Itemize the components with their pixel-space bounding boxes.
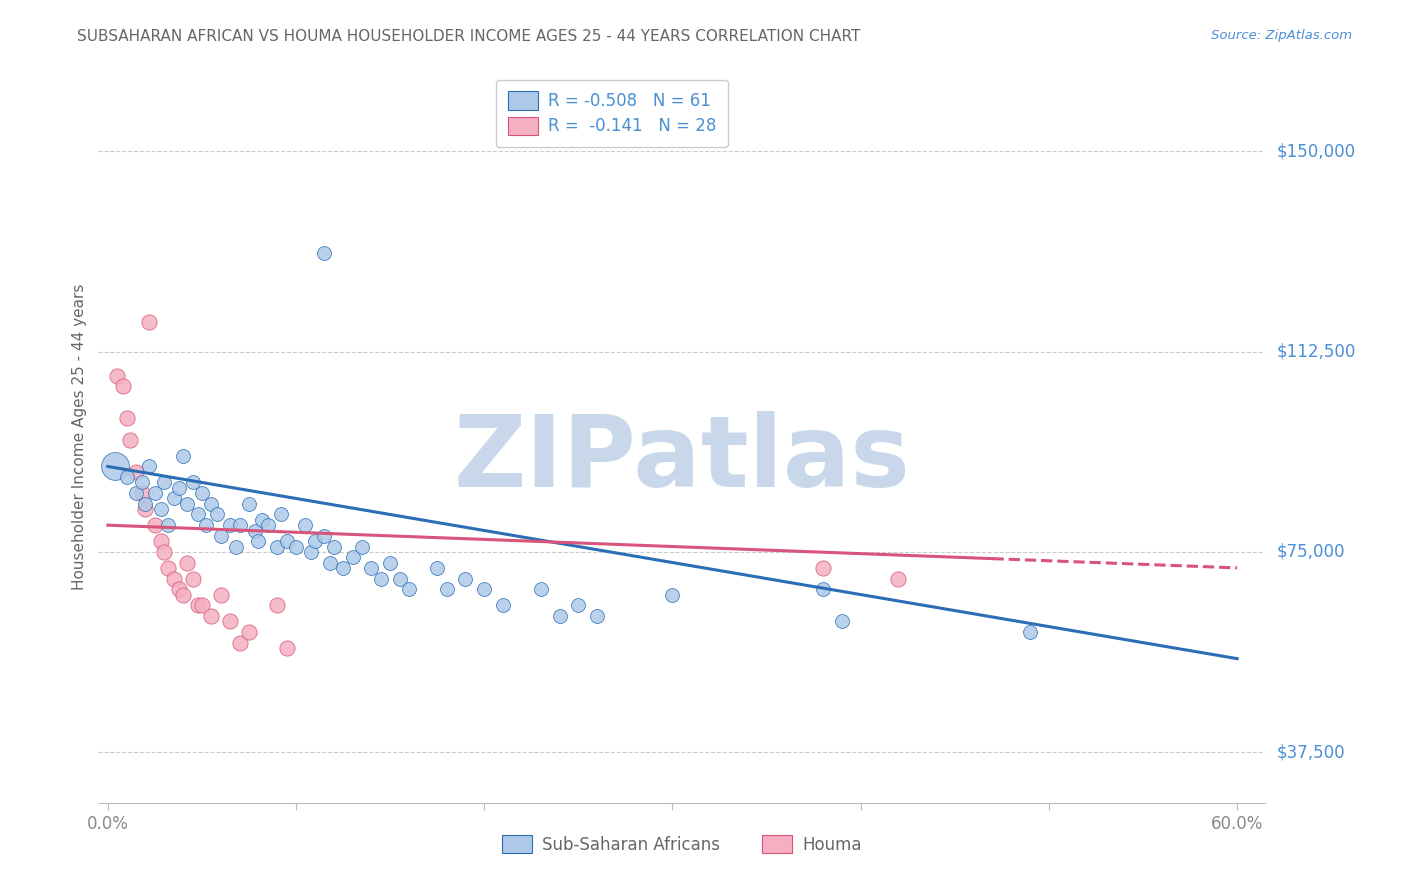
Point — [887, 572, 910, 586]
Point — [454, 572, 477, 586]
Point — [1019, 624, 1042, 639]
Point — [350, 540, 373, 554]
Point — [811, 582, 834, 597]
Point — [157, 561, 180, 575]
Point — [319, 556, 342, 570]
Point — [209, 529, 232, 543]
Point — [138, 459, 160, 474]
Point — [530, 582, 553, 597]
Point — [181, 475, 204, 490]
Point — [149, 534, 172, 549]
Point — [115, 411, 138, 425]
Point — [149, 502, 172, 516]
Point — [172, 449, 194, 463]
Point — [548, 609, 571, 624]
Point — [304, 534, 326, 549]
Point — [370, 572, 392, 586]
Point — [472, 582, 495, 597]
Point — [187, 599, 209, 613]
Point — [134, 502, 156, 516]
Point — [209, 588, 232, 602]
Point — [157, 518, 180, 533]
Point — [285, 540, 308, 554]
Point — [131, 475, 153, 490]
Point — [191, 486, 214, 500]
Point — [322, 540, 344, 554]
Point — [187, 508, 209, 522]
Point — [228, 635, 250, 649]
Point — [163, 572, 186, 586]
Point — [172, 588, 194, 602]
Text: $112,500: $112,500 — [1277, 343, 1355, 360]
Legend: Sub-Saharan Africans, Houma: Sub-Saharan Africans, Houma — [496, 829, 868, 860]
Point — [134, 497, 156, 511]
Point — [153, 475, 176, 490]
Point — [138, 315, 160, 329]
Point — [238, 624, 260, 639]
Point — [120, 433, 142, 447]
Point — [191, 599, 214, 613]
Point — [225, 540, 247, 554]
Point — [567, 599, 589, 613]
Point — [436, 582, 458, 597]
Point — [105, 368, 128, 383]
Point — [111, 379, 134, 393]
Point — [811, 561, 834, 575]
Text: ZIPatlas: ZIPatlas — [454, 410, 910, 508]
Point — [163, 491, 186, 506]
Point — [125, 486, 148, 500]
Point — [388, 572, 411, 586]
Point — [247, 534, 270, 549]
Point — [153, 545, 176, 559]
Point — [176, 556, 198, 570]
Point — [380, 556, 402, 570]
Point — [360, 561, 382, 575]
Text: $37,500: $37,500 — [1277, 743, 1346, 761]
Text: $150,000: $150,000 — [1277, 143, 1355, 161]
Point — [294, 518, 316, 533]
Point — [314, 246, 336, 260]
Point — [243, 524, 266, 538]
Point — [143, 518, 166, 533]
Point — [205, 508, 228, 522]
Point — [104, 459, 127, 474]
Point — [426, 561, 449, 575]
Point — [143, 486, 166, 500]
Text: Source: ZipAtlas.com: Source: ZipAtlas.com — [1212, 29, 1353, 42]
Point — [266, 540, 288, 554]
Point — [276, 534, 298, 549]
Point — [219, 614, 242, 628]
Point — [332, 561, 354, 575]
Point — [314, 529, 336, 543]
Point — [219, 518, 242, 533]
Point — [250, 513, 273, 527]
Point — [181, 572, 204, 586]
Point — [586, 609, 609, 624]
Point — [256, 518, 278, 533]
Point — [131, 486, 153, 500]
Point — [169, 582, 191, 597]
Point — [176, 497, 198, 511]
Point — [115, 470, 138, 484]
Point — [342, 550, 364, 565]
Point — [831, 614, 853, 628]
Point — [125, 465, 148, 479]
Point — [492, 599, 515, 613]
Point — [266, 599, 288, 613]
Point — [228, 518, 250, 533]
Point — [661, 588, 683, 602]
Point — [200, 497, 222, 511]
Point — [276, 640, 298, 655]
Y-axis label: Householder Income Ages 25 - 44 years: Householder Income Ages 25 - 44 years — [72, 284, 87, 591]
Point — [299, 545, 322, 559]
Point — [238, 497, 260, 511]
Point — [398, 582, 420, 597]
Point — [200, 609, 222, 624]
Point — [194, 518, 217, 533]
Point — [270, 508, 292, 522]
Text: $75,000: $75,000 — [1277, 543, 1346, 561]
Point — [169, 481, 191, 495]
Text: SUBSAHARAN AFRICAN VS HOUMA HOUSEHOLDER INCOME AGES 25 - 44 YEARS CORRELATION CH: SUBSAHARAN AFRICAN VS HOUMA HOUSEHOLDER … — [77, 29, 860, 44]
